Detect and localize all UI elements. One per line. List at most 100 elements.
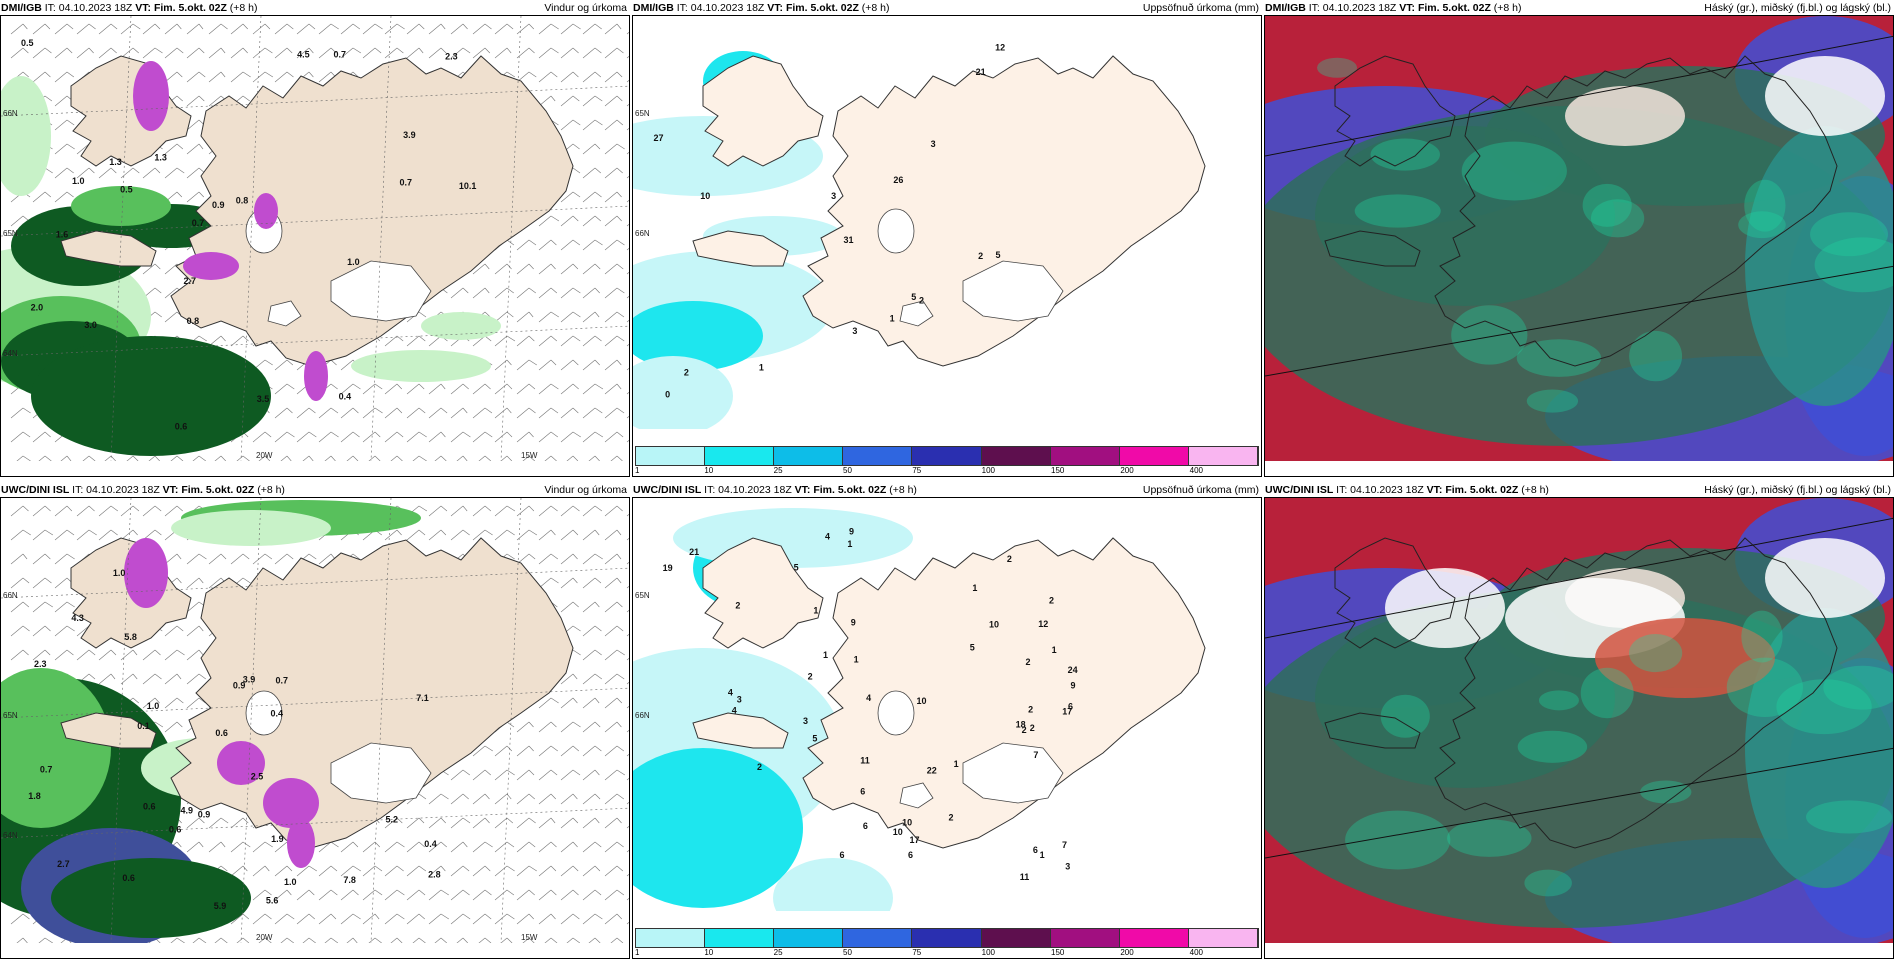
wind-barb — [54, 119, 68, 131]
precip-area — [633, 301, 763, 371]
wind-barb — [494, 383, 508, 395]
wind-barb — [54, 143, 68, 155]
wind-barb — [76, 529, 90, 541]
wind-barb — [186, 167, 200, 179]
panel-lead-time: (+8 h) — [861, 2, 890, 14]
wind-barb — [538, 721, 552, 733]
wind-barb — [302, 455, 310, 461]
wind-barb — [604, 215, 618, 227]
wind-barb — [494, 529, 508, 541]
wind-barb — [500, 455, 508, 461]
colorbar-tick: 75 — [912, 466, 922, 475]
coastline — [1434, 55, 1838, 367]
wind-barb — [32, 505, 46, 517]
wind-barb — [318, 553, 332, 565]
wind-barb — [230, 865, 244, 877]
axis-label: 65N — [3, 711, 18, 720]
wind-barb — [164, 649, 178, 661]
wind-barb — [538, 287, 552, 299]
wind-barb — [252, 913, 266, 925]
wind-barb — [186, 577, 200, 589]
wind-barb — [208, 841, 222, 853]
colorbar-tick: 200 — [1120, 466, 1134, 475]
wind-barb — [516, 287, 530, 299]
value-label: 0.6 — [122, 873, 135, 883]
value-label: 1.3 — [109, 157, 122, 167]
wind-barb — [10, 649, 24, 661]
wind-barb — [428, 841, 442, 853]
wind-barb — [582, 529, 596, 541]
cloud-edge — [1776, 679, 1872, 735]
colorbar-swatch — [636, 447, 706, 465]
wind-barb — [516, 913, 530, 925]
wind-barb — [582, 865, 596, 877]
wind-barb — [478, 937, 486, 943]
wind-barb — [582, 769, 596, 781]
wind-barb — [604, 769, 618, 781]
wind-barb — [274, 47, 288, 59]
value-label: 0.6 — [215, 728, 228, 738]
wind-barb — [604, 625, 618, 637]
value-label: 1 — [847, 539, 852, 549]
value-label: 6 — [840, 850, 845, 860]
value-label: 11 — [1020, 872, 1030, 882]
wind-barb — [384, 889, 398, 901]
wind-barb — [340, 407, 354, 419]
lat-line — [1265, 747, 1893, 859]
wind-barb — [472, 431, 486, 443]
cloud-edge — [1380, 694, 1430, 738]
wind-barb — [296, 47, 310, 59]
wind-barb — [318, 841, 332, 853]
panel-init-time: IT: 04.10.2023 18Z — [704, 484, 792, 496]
wind-barb — [32, 431, 46, 443]
wind-barb — [604, 71, 618, 83]
wind-barb — [296, 889, 310, 901]
wind-barb — [192, 455, 200, 461]
colorbar-swatch — [912, 447, 982, 465]
wind-barb — [32, 577, 46, 589]
wind-barb — [582, 649, 596, 661]
meridian — [370, 16, 392, 461]
wind-barb — [164, 721, 178, 733]
colorbar-tick: 75 — [912, 948, 922, 957]
value-label: 0.6 — [143, 802, 156, 812]
wind-barb — [54, 23, 68, 35]
wind-barb — [560, 407, 574, 419]
precip-area — [633, 748, 803, 908]
wind-barb — [10, 215, 24, 227]
wind-barb — [560, 601, 574, 613]
snow-area — [263, 778, 319, 828]
value-label: 3 — [1065, 861, 1070, 871]
cloud-blob — [1765, 56, 1885, 136]
wind-barb — [588, 455, 596, 461]
value-label: 2.5 — [251, 771, 264, 781]
wind-barb — [10, 601, 24, 613]
wind-barb — [340, 865, 354, 877]
axis-label: 66N — [3, 109, 18, 118]
cloud-edge — [1823, 665, 1893, 710]
wind-barb — [142, 673, 156, 685]
wind-barb — [582, 167, 596, 179]
wind-barb — [604, 817, 618, 829]
colorbar-tick: 10 — [704, 948, 714, 957]
wind-barb — [538, 505, 552, 517]
wind-barb — [450, 841, 464, 853]
value-label: 1.0 — [113, 568, 126, 578]
map-canvas — [1265, 16, 1893, 461]
wind-barb — [538, 865, 552, 877]
wind-barb — [340, 431, 354, 443]
wind-barb — [610, 455, 618, 461]
colorbar-swatch — [1119, 447, 1189, 465]
cloud-edge — [1317, 57, 1358, 78]
wind-barb — [60, 937, 68, 943]
wind-barb — [582, 745, 596, 757]
value-label: 2 — [1049, 595, 1054, 605]
colorbar-swatch — [636, 929, 706, 947]
panel-dmi-clouds: DMI/IGB IT: 04.10.2023 18Z VT: Fim. 5.ok… — [1264, 2, 1894, 477]
value-label: 4.9 — [180, 805, 193, 815]
colorbar-tick: 10 — [704, 466, 714, 475]
wind-barb — [164, 505, 178, 517]
axis-label: 66N — [635, 229, 650, 238]
glacier — [877, 208, 915, 254]
wind-barb — [538, 407, 552, 419]
